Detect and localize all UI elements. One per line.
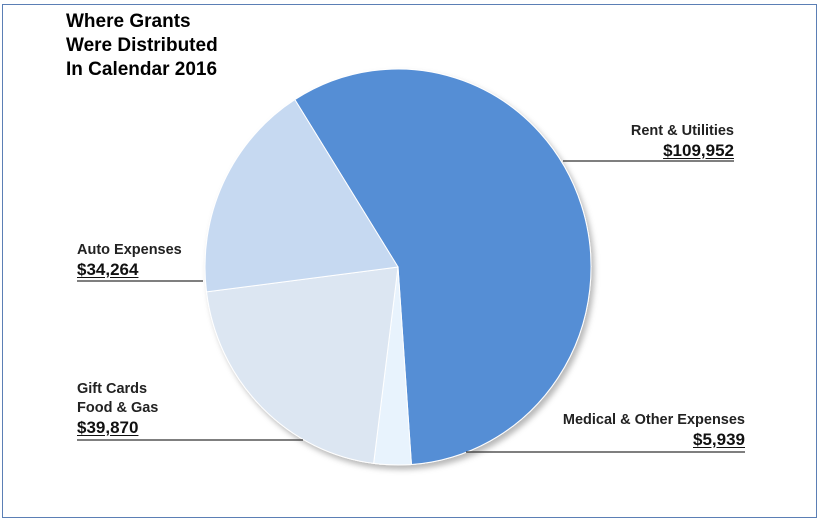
slice-rent-utilities (294, 68, 592, 466)
label-auto-expenses: Auto Expenses $34,264 (77, 242, 182, 279)
label-medical-other: Medical & Other Expenses $5,939 (562, 412, 745, 449)
chart-title: Where Grants Were Distributed In Calenda… (66, 11, 218, 80)
slice-auto-expenses (204, 98, 399, 293)
slice-gift-cards (205, 266, 399, 464)
label-gift-cards: Gift Cards Food & Gas $39,870 (77, 381, 159, 437)
label-rent-utilities: Rent & Utilities $109,952 (630, 123, 734, 160)
